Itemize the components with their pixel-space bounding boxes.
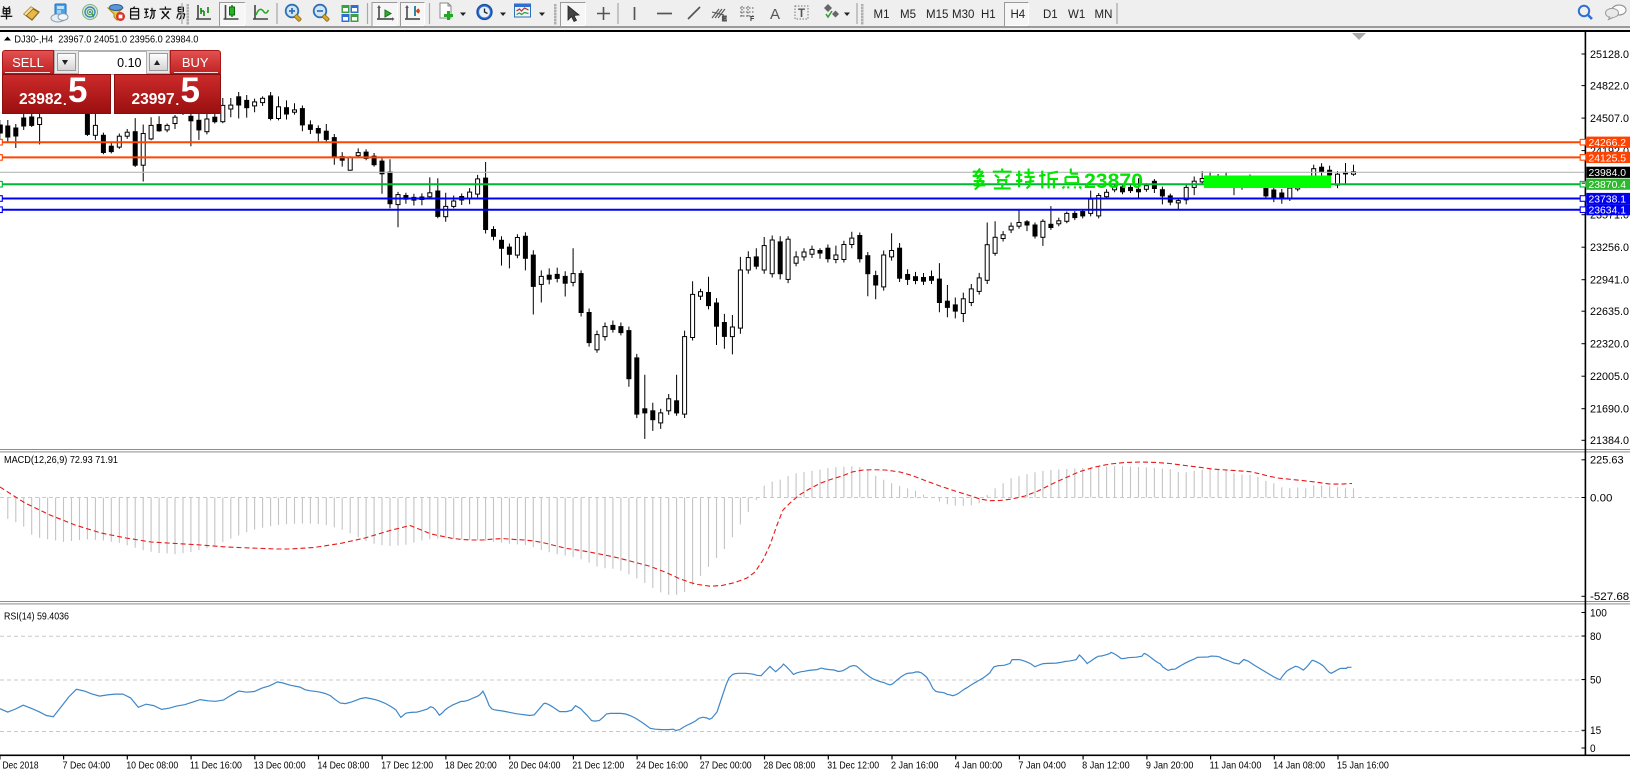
svg-text:M15: M15 xyxy=(926,9,948,21)
svg-text:21 Dec 12:00: 21 Dec 12:00 xyxy=(572,760,624,772)
svg-text:24125.5: 24125.5 xyxy=(1589,152,1627,164)
svg-text:27 Dec 00:00: 27 Dec 00:00 xyxy=(700,760,752,772)
svg-text:24266.2: 24266.2 xyxy=(1589,137,1627,149)
svg-text:7 Dec 04:00: 7 Dec 04:00 xyxy=(63,760,111,772)
svg-text:MACD(12,26,9) 72.93 71.91: MACD(12,26,9) 72.93 71.91 xyxy=(4,454,118,466)
svg-text:11 Jan 04:00: 11 Jan 04:00 xyxy=(1210,760,1262,772)
svg-text:18 Dec 20:00: 18 Dec 20:00 xyxy=(445,760,497,772)
svg-text:H4: H4 xyxy=(1011,9,1026,21)
svg-text:22635.0: 22635.0 xyxy=(1590,306,1629,318)
svg-text:225.63: 225.63 xyxy=(1590,455,1624,467)
svg-text:22005.0: 22005.0 xyxy=(1590,371,1629,383)
svg-text:15: 15 xyxy=(1590,725,1601,737)
svg-text:23256.0: 23256.0 xyxy=(1590,242,1629,254)
svg-text:24507.0: 24507.0 xyxy=(1590,113,1629,125)
svg-text:22941.0: 22941.0 xyxy=(1590,275,1629,287)
svg-text:2 Jan 16:00: 2 Jan 16:00 xyxy=(891,760,939,772)
svg-text:23984.0: 23984.0 xyxy=(1589,167,1627,179)
svg-text:W1: W1 xyxy=(1068,9,1085,21)
svg-text:10 Dec 08:00: 10 Dec 08:00 xyxy=(126,760,178,772)
svg-text:11 Dec 16:00: 11 Dec 16:00 xyxy=(190,760,242,772)
svg-text:9 Jan 20:00: 9 Jan 20:00 xyxy=(1146,760,1194,772)
svg-text:25128.0: 25128.0 xyxy=(1590,49,1629,61)
svg-text:14 Jan 08:00: 14 Jan 08:00 xyxy=(1273,760,1325,772)
svg-text:23634.1: 23634.1 xyxy=(1589,205,1627,217)
svg-text:20 Dec 04:00: 20 Dec 04:00 xyxy=(509,760,561,772)
svg-text:100: 100 xyxy=(1590,607,1607,619)
svg-text:28 Dec 08:00: 28 Dec 08:00 xyxy=(764,760,816,772)
svg-text:21690.0: 21690.0 xyxy=(1590,404,1629,416)
svg-text:F: F xyxy=(750,16,755,23)
svg-text:H1: H1 xyxy=(981,9,996,21)
svg-text:M30: M30 xyxy=(952,9,974,21)
svg-text:24822.0: 24822.0 xyxy=(1590,80,1629,92)
svg-text:-527.68: -527.68 xyxy=(1590,591,1629,603)
svg-text:A: A xyxy=(770,6,780,23)
svg-text:8 Jan 12:00: 8 Jan 12:00 xyxy=(1082,760,1130,772)
svg-text:E: E xyxy=(722,16,727,23)
svg-text:24 Dec 16:00: 24 Dec 16:00 xyxy=(636,760,688,772)
svg-text:7 Jan 04:00: 7 Jan 04:00 xyxy=(1018,760,1066,772)
svg-text:17 Dec 12:00: 17 Dec 12:00 xyxy=(381,760,433,772)
svg-text:22320.0: 22320.0 xyxy=(1590,339,1629,351)
svg-text:15 Jan 16:00: 15 Jan 16:00 xyxy=(1337,760,1389,772)
svg-text:23870.4: 23870.4 xyxy=(1589,179,1627,191)
svg-text:31 Dec 12:00: 31 Dec 12:00 xyxy=(827,760,879,772)
svg-text:T: T xyxy=(798,8,805,20)
svg-text:50: 50 xyxy=(1590,674,1601,686)
svg-text:23870: 23870 xyxy=(1084,169,1143,193)
svg-text:0: 0 xyxy=(1590,743,1596,755)
svg-text:D1: D1 xyxy=(1043,9,1058,21)
svg-text:M5: M5 xyxy=(900,9,916,21)
svg-text:23738.1: 23738.1 xyxy=(1589,193,1627,205)
svg-text:0.00: 0.00 xyxy=(1590,492,1612,504)
svg-text:DJ30-,H4 23967.0 24051.0 2395: DJ30-,H4 23967.0 24051.0 23956.0 23984.0 xyxy=(14,33,198,45)
svg-text:80: 80 xyxy=(1590,631,1601,643)
svg-text:RSI(14) 59.4036: RSI(14) 59.4036 xyxy=(4,611,69,623)
svg-text:14 Dec 08:00: 14 Dec 08:00 xyxy=(318,760,370,772)
svg-text:M1: M1 xyxy=(874,9,890,21)
svg-text:21384.0: 21384.0 xyxy=(1590,435,1629,447)
svg-text:13 Dec 00:00: 13 Dec 00:00 xyxy=(254,760,306,772)
svg-text:4 Jan 00:00: 4 Jan 00:00 xyxy=(955,760,1003,772)
svg-text:5 Dec 2018: 5 Dec 2018 xyxy=(0,760,39,772)
svg-text:MN: MN xyxy=(1095,9,1113,21)
